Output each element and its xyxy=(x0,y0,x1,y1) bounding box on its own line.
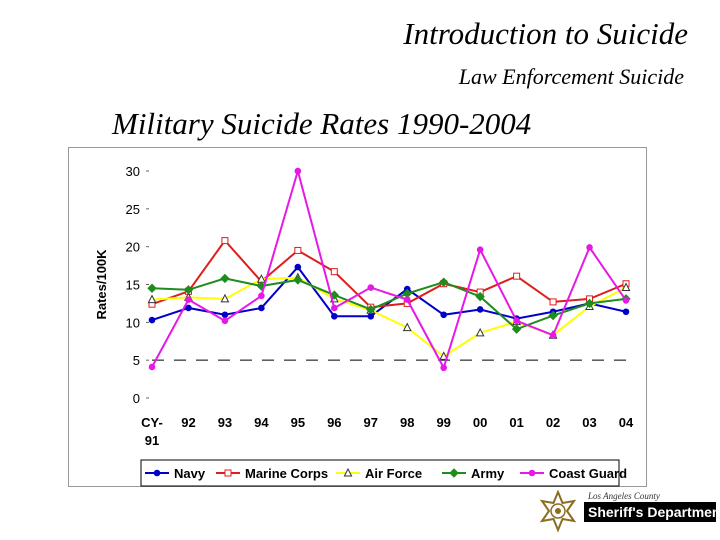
x-tick-label: 97 xyxy=(364,415,378,430)
data-point-coast-guard xyxy=(549,331,557,339)
data-point-army xyxy=(366,304,376,315)
x-tick-label: 93 xyxy=(218,415,232,430)
data-point-coast-guard xyxy=(622,297,630,304)
data-point-army xyxy=(584,298,595,309)
y-tick-label: 20 xyxy=(126,240,140,255)
data-point-navy xyxy=(258,304,265,312)
data-point-army xyxy=(183,285,194,295)
x-tick-label: 95 xyxy=(291,415,305,430)
x-tick-label: 96 xyxy=(327,415,341,430)
data-point-coast-guard xyxy=(221,317,229,325)
data-point-coast-guard xyxy=(367,284,375,291)
x-tick-label: 00 xyxy=(473,415,487,430)
data-point-coast-guard xyxy=(513,317,520,325)
legend-label-navy: Navy xyxy=(174,466,206,481)
data-point-coast-guard xyxy=(258,292,265,300)
y-tick-label: 0 xyxy=(133,391,140,406)
data-point-marine-corps xyxy=(294,246,302,254)
x-tick-label: 94 xyxy=(254,415,269,430)
data-point-marine-corps xyxy=(330,268,338,276)
series-line-marine-corps xyxy=(151,239,627,309)
data-point-navy xyxy=(148,316,156,324)
data-point-marine-corps xyxy=(221,237,229,245)
legend-label-coast-guard: Coast Guard xyxy=(549,466,627,481)
y-axis-label: Rates/100K xyxy=(94,249,109,320)
sheriff-star-icon xyxy=(539,490,577,533)
logo-name: Sheriff's Department xyxy=(588,504,716,520)
data-point-army xyxy=(511,324,522,334)
data-point-navy xyxy=(622,308,630,316)
data-point-coast-guard xyxy=(294,167,302,175)
data-point-air-force xyxy=(147,294,157,304)
data-point-coast-guard xyxy=(331,304,338,312)
data-point-navy xyxy=(294,263,302,271)
data-point-air-force xyxy=(439,351,449,360)
legend-label-army: Army xyxy=(471,466,505,481)
sheriff-logo: Los Angeles County Sheriff's Department xyxy=(539,490,716,533)
data-point-army xyxy=(220,273,230,284)
x-tick-label: 04 xyxy=(619,415,634,430)
x-tick-label: 98 xyxy=(400,415,414,430)
data-point-army xyxy=(475,291,485,302)
data-point-coast-guard xyxy=(403,296,411,303)
logo-top-text: Los Angeles County xyxy=(587,491,660,501)
data-point-air-force xyxy=(220,293,230,303)
legend-label-marine-corps: Marine Corps xyxy=(245,466,328,481)
data-point-navy xyxy=(476,306,484,313)
data-point-army xyxy=(147,283,157,293)
legend-marker-navy xyxy=(153,469,161,477)
series-line-navy xyxy=(151,265,627,322)
y-tick-label: 10 xyxy=(126,315,140,330)
legend-label-air-force: Air Force xyxy=(365,466,422,481)
data-point-navy xyxy=(185,304,192,312)
x-tick-label: 03 xyxy=(582,415,596,430)
data-point-marine-corps xyxy=(513,272,521,280)
data-point-army xyxy=(438,277,449,287)
legend-marker-air-force xyxy=(343,467,353,477)
data-point-navy xyxy=(367,312,375,320)
data-point-coast-guard xyxy=(586,244,593,251)
data-point-coast-guard xyxy=(148,363,156,371)
slide-subtitle: Law Enforcement Suicide xyxy=(458,64,684,89)
series-line-coast-guard xyxy=(151,167,627,371)
y-tick-label: 30 xyxy=(126,164,140,179)
data-point-air-force xyxy=(621,282,631,292)
legend-marker-army xyxy=(449,468,459,478)
x-tick-label: 02 xyxy=(546,415,560,430)
chart-title: Military Suicide Rates 1990-2004 xyxy=(112,106,532,141)
data-point-navy xyxy=(440,311,447,319)
y-tick-label: 5 xyxy=(133,353,140,368)
data-point-marine-corps xyxy=(549,298,557,306)
data-point-navy xyxy=(221,311,229,319)
military-suicide-rate-chart: 0 5 10 15 20 25 30 Rates/100K CY-91 92 93 94 95 96 97 9… xyxy=(94,164,634,487)
x-tick-label: 92 xyxy=(181,415,195,430)
slide-title: Introduction to Suicide xyxy=(403,16,688,51)
data-point-air-force xyxy=(475,327,485,337)
x-tick-label: CY-91 xyxy=(141,415,163,448)
y-tick-label: 15 xyxy=(126,278,140,293)
x-tick-label: 01 xyxy=(509,415,523,430)
data-point-air-force xyxy=(402,322,412,332)
data-point-army xyxy=(548,310,558,321)
y-tick-label: 25 xyxy=(126,202,140,217)
data-point-army xyxy=(293,275,303,285)
data-point-coast-guard xyxy=(476,246,484,253)
legend-marker-coast-guard xyxy=(528,469,536,477)
data-point-navy xyxy=(331,312,338,320)
data-point-coast-guard xyxy=(185,296,192,303)
data-point-coast-guard xyxy=(440,364,447,372)
legend-marker-marine-corps xyxy=(224,469,232,477)
x-tick-label: 99 xyxy=(436,415,450,430)
series-line-army xyxy=(151,277,627,331)
